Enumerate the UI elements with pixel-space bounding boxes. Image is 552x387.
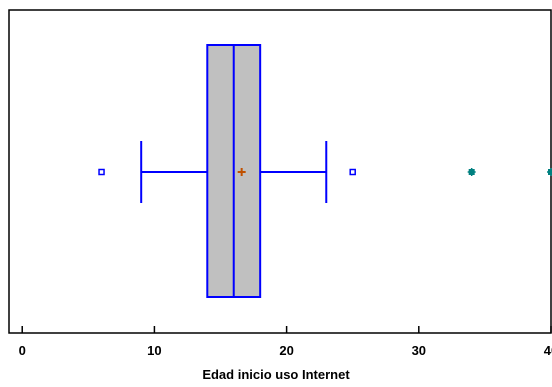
x-tick-label: 10 bbox=[147, 343, 161, 358]
outlier-point bbox=[98, 168, 105, 176]
x-tick-label: 40 bbox=[544, 343, 552, 358]
far-outlier-point bbox=[467, 168, 476, 176]
x-tick-label: 30 bbox=[412, 343, 426, 358]
far-outlier-point bbox=[547, 168, 552, 176]
box-group bbox=[140, 44, 328, 298]
x-axis-label: Edad inicio uso Internet bbox=[202, 367, 350, 382]
outlier-point bbox=[349, 168, 356, 176]
mean-marker bbox=[237, 168, 246, 176]
outlier-points bbox=[98, 168, 552, 176]
x-tick-label: 20 bbox=[279, 343, 293, 358]
x-tick-label: 0 bbox=[19, 343, 26, 358]
x-axis-ticks: 0 10 20 30 40 bbox=[19, 326, 552, 358]
